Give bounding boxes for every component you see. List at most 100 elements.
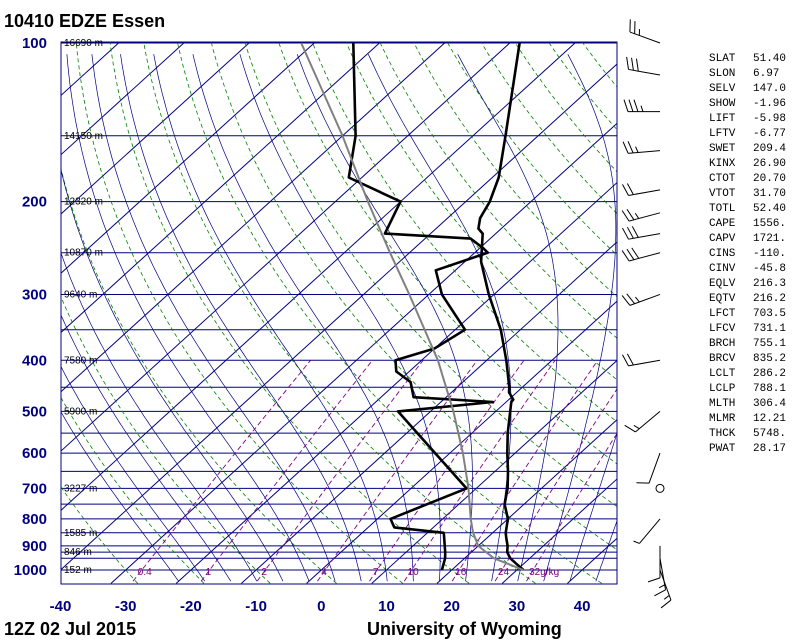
index-value-show: -1.96 bbox=[753, 98, 786, 110]
parcel-trace bbox=[300, 42, 524, 571]
temp-tick-30: 30 bbox=[509, 598, 526, 615]
index-label-lclp: LCLP bbox=[709, 383, 736, 395]
index-label-lfcv: LFCV bbox=[709, 323, 736, 335]
dry-adiabat-30 bbox=[143, 42, 536, 584]
time-label: 12Z 02 Jul 2015 bbox=[4, 619, 136, 639]
isotherm-lines bbox=[0, 31, 617, 584]
moist-adiabat-28 bbox=[367, 54, 512, 582]
temp-tick-0: 0 bbox=[317, 598, 325, 615]
index-label-cape: CAPE bbox=[709, 218, 736, 230]
index-label-show: SHOW bbox=[709, 98, 736, 110]
isotherm-10 bbox=[371, 359, 617, 584]
dry-adiabat-70 bbox=[278, 42, 617, 465]
wind-barb-160 bbox=[622, 141, 661, 154]
index-label-lftv: LFTV bbox=[709, 128, 736, 140]
mixing-ratio-label-10: 10 bbox=[408, 567, 420, 578]
dry-adiabat--10 bbox=[61, 296, 271, 584]
isotherm--90 bbox=[61, 42, 317, 274]
index-label-brch: BRCH bbox=[709, 338, 735, 350]
index-label-ctot: CTOT bbox=[709, 173, 736, 185]
dry-adiabat-120 bbox=[446, 42, 617, 256]
mixing-ratio-line-1 bbox=[200, 360, 373, 582]
pressure-label-300: 300 bbox=[22, 286, 47, 303]
temp-tick-40: 40 bbox=[574, 598, 591, 615]
index-value-brch: 755.1 bbox=[753, 338, 786, 350]
mixing-ratio-lines bbox=[132, 360, 617, 582]
isobar-lines bbox=[61, 42, 617, 571]
station-title: 10410 EDZE Essen bbox=[4, 11, 165, 31]
index-value-kinx: 26.90 bbox=[753, 158, 786, 170]
dry-adiabat-0 bbox=[61, 167, 337, 584]
height-label-850: 1585 m bbox=[64, 528, 97, 539]
index-value-vtot: 31.70 bbox=[753, 188, 786, 200]
index-value-eqlv: 216.3 bbox=[753, 278, 786, 290]
wind-barb-500 bbox=[624, 410, 661, 433]
dry-adiabat-60 bbox=[244, 42, 617, 508]
temp-tick--40: -40 bbox=[50, 598, 72, 615]
mixing-ratio-label-16: 16 bbox=[455, 567, 467, 578]
index-label-lclt: LCLT bbox=[709, 368, 736, 380]
moist-adiabat--4 bbox=[61, 168, 284, 582]
wind-barbs bbox=[621, 19, 672, 609]
pressure-label-400: 400 bbox=[22, 352, 47, 369]
wind-barb-700 bbox=[655, 483, 665, 493]
wind-barb-250 bbox=[621, 247, 661, 262]
dewpoint-trace bbox=[347, 42, 495, 571]
mixing-ratio-line-2 bbox=[256, 360, 424, 582]
isotherm--40 bbox=[61, 63, 617, 571]
moist-adiabat-40 bbox=[569, 432, 617, 582]
dry-adiabat--30 bbox=[61, 486, 138, 584]
dry-adiabat-40 bbox=[176, 42, 602, 584]
index-value-ctot: 20.70 bbox=[753, 173, 786, 185]
moist-adiabat--12 bbox=[61, 314, 232, 582]
temp-tick--10: -10 bbox=[245, 598, 267, 615]
moist-adiabat--16 bbox=[61, 365, 205, 582]
index-label-eqlv: EQLV bbox=[709, 278, 736, 290]
wind-barb-210 bbox=[621, 208, 661, 222]
height-label-400: 7580 m bbox=[64, 355, 97, 366]
isotherm--50 bbox=[61, 42, 577, 511]
index-label-thck: THCK bbox=[709, 428, 736, 440]
index-value-lclp: 788.1 bbox=[753, 383, 786, 395]
index-label-selv: SELV bbox=[709, 83, 736, 95]
mixing-ratio-label-4: 4 bbox=[321, 567, 327, 578]
isotherm-20 bbox=[436, 419, 617, 584]
wind-barb-800 bbox=[633, 518, 661, 544]
wind-barb-900 bbox=[647, 545, 661, 583]
pressure-label-100: 100 bbox=[22, 35, 47, 52]
index-value-cape: 1556. bbox=[753, 218, 786, 230]
index-label-brcv: BRCV bbox=[709, 353, 736, 365]
pressure-label-600: 600 bbox=[22, 445, 47, 462]
mixing-ratio-line-0.4 bbox=[132, 360, 311, 582]
index-value-pwat: 28.17 bbox=[753, 443, 786, 455]
isotherm--130 bbox=[0, 31, 66, 583]
temp-tick-10: 10 bbox=[378, 598, 395, 615]
index-label-pwat: PWAT bbox=[709, 443, 736, 455]
dry-adiabat-80 bbox=[311, 42, 617, 423]
index-label-eqtv: EQTV bbox=[709, 293, 736, 305]
index-value-thck: 5748. bbox=[753, 428, 786, 440]
index-label-lfct: LFCT bbox=[709, 308, 736, 320]
mixing-ratio-line-24 bbox=[494, 388, 617, 582]
moist-adiabat--8 bbox=[61, 251, 258, 582]
moist-adiabat-24 bbox=[296, 54, 473, 582]
moist-adiabat-0 bbox=[66, 54, 310, 582]
isotherm-30 bbox=[501, 478, 617, 584]
height-label-150: 14150 m bbox=[64, 131, 103, 142]
index-label-mlth: MLTH bbox=[709, 398, 735, 410]
height-label-100: 16690 m bbox=[64, 38, 103, 49]
moist-adiabat-20 bbox=[239, 54, 441, 582]
index-value-lift: -5.98 bbox=[753, 113, 786, 125]
dry-adiabat-20 bbox=[109, 42, 470, 584]
isotherm--70 bbox=[61, 42, 447, 393]
index-value-cins: -110. bbox=[753, 248, 786, 260]
source-label: University of Wyoming bbox=[367, 619, 562, 639]
index-label-slat: SLAT bbox=[709, 53, 736, 65]
index-label-capv: CAPV bbox=[709, 233, 736, 245]
height-label-300: 9640 m bbox=[64, 289, 97, 300]
pressure-label-1000: 1000 bbox=[14, 562, 47, 579]
index-value-brcv: 835.2 bbox=[753, 353, 786, 365]
isotherm--140 bbox=[0, 31, 1, 583]
mixing-ratio-label-7: 7 bbox=[373, 567, 379, 578]
